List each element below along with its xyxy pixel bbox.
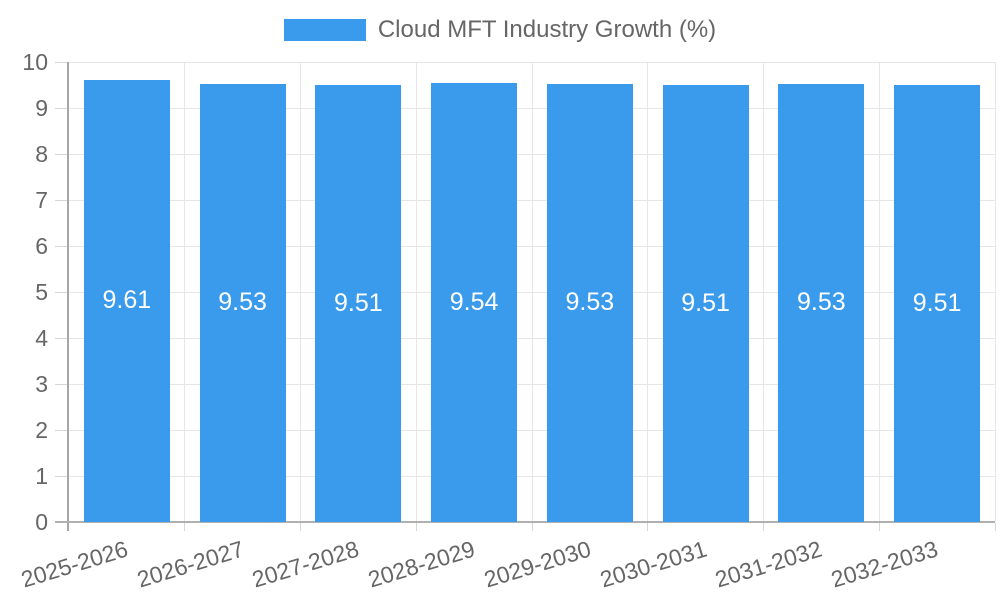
legend-label: Cloud MFT Industry Growth (%) [377, 16, 717, 43]
x-axis-tick [878, 523, 880, 531]
x-axis-tick [994, 523, 996, 531]
y-axis-tick [55, 107, 68, 109]
y-axis-tick-label: 1 [35, 463, 48, 489]
x-axis-tick [300, 523, 301, 531]
y-axis-tick-label: 9 [35, 95, 48, 121]
y-axis-tick [55, 153, 68, 155]
x-axis-tick [531, 523, 533, 531]
x-axis-tick [184, 523, 186, 531]
bar-value-label: 9.53 [565, 288, 615, 317]
x-axis-category-label: 2028-2029 [365, 535, 478, 593]
bar[interactable]: 9.51 [894, 84, 981, 522]
y-axis-tick-label: 0 [35, 509, 48, 535]
x-axis-category-label: 2027-2028 [249, 535, 363, 593]
y-axis-tick-label: 8 [35, 141, 48, 167]
bar-value-label: 9.53 [797, 288, 846, 317]
bar[interactable]: 9.53 [546, 83, 633, 522]
y-axis-tick [55, 429, 68, 431]
y-axis-tick [55, 475, 68, 477]
gridline-vertical [647, 62, 649, 522]
x-axis-tick [763, 523, 764, 531]
gridline-vertical [531, 62, 533, 522]
bar-value-label: 9.51 [681, 288, 730, 317]
gridline-vertical [300, 62, 301, 522]
gridline-horizontal [69, 61, 995, 63]
bar-value-label: 9.53 [218, 288, 267, 317]
gridline-vertical [415, 62, 417, 522]
y-axis-tick [55, 383, 68, 385]
y-axis-tick-label: 5 [35, 279, 48, 305]
y-axis-tick [55, 199, 68, 201]
y-axis-tick-label: 7 [35, 187, 48, 213]
bar[interactable]: 9.53 [778, 83, 865, 522]
bar-value-label: 9.61 [102, 286, 152, 315]
y-axis-tick-label: 4 [35, 325, 48, 351]
x-axis-category-label: 2032-2033 [828, 535, 941, 593]
legend-swatch [283, 19, 366, 41]
chart-legend[interactable]: Cloud MFT Industry Growth (%) [0, 16, 1000, 44]
x-axis-category-label: 2025-2026 [17, 535, 131, 593]
x-axis-tick [415, 523, 417, 531]
bar[interactable]: 9.51 [315, 84, 402, 522]
bar[interactable]: 9.51 [662, 84, 749, 522]
bar-value-label: 9.51 [334, 288, 383, 317]
bar[interactable]: 9.53 [199, 83, 286, 522]
y-axis-tick [55, 61, 68, 63]
bar-value-label: 9.51 [912, 288, 962, 317]
x-axis-category-label: 2031-2032 [712, 535, 826, 593]
x-axis-category-label: 2029-2030 [480, 535, 594, 593]
bar-value-label: 9.54 [449, 288, 499, 317]
y-axis-tick [55, 245, 68, 247]
y-axis-tick-label: 3 [35, 371, 48, 397]
gridline-vertical [184, 62, 186, 522]
x-axis-category-label: 2026-2027 [133, 535, 247, 593]
y-axis-tick [55, 337, 68, 339]
x-axis-category-label: 2030-2031 [596, 535, 710, 593]
gridline-vertical [878, 62, 880, 522]
bar[interactable]: 9.54 [431, 83, 518, 522]
y-axis-tick-label: 6 [35, 233, 48, 259]
gridline-vertical [994, 62, 996, 522]
x-axis-tick [647, 523, 649, 531]
y-axis-tick-label: 2 [35, 417, 48, 443]
y-axis-tick [55, 291, 68, 293]
y-axis-tick-label: 10 [22, 49, 48, 75]
bar[interactable]: 9.61 [83, 79, 170, 522]
gridline-vertical [763, 62, 764, 522]
y-axis-line [67, 62, 69, 531]
